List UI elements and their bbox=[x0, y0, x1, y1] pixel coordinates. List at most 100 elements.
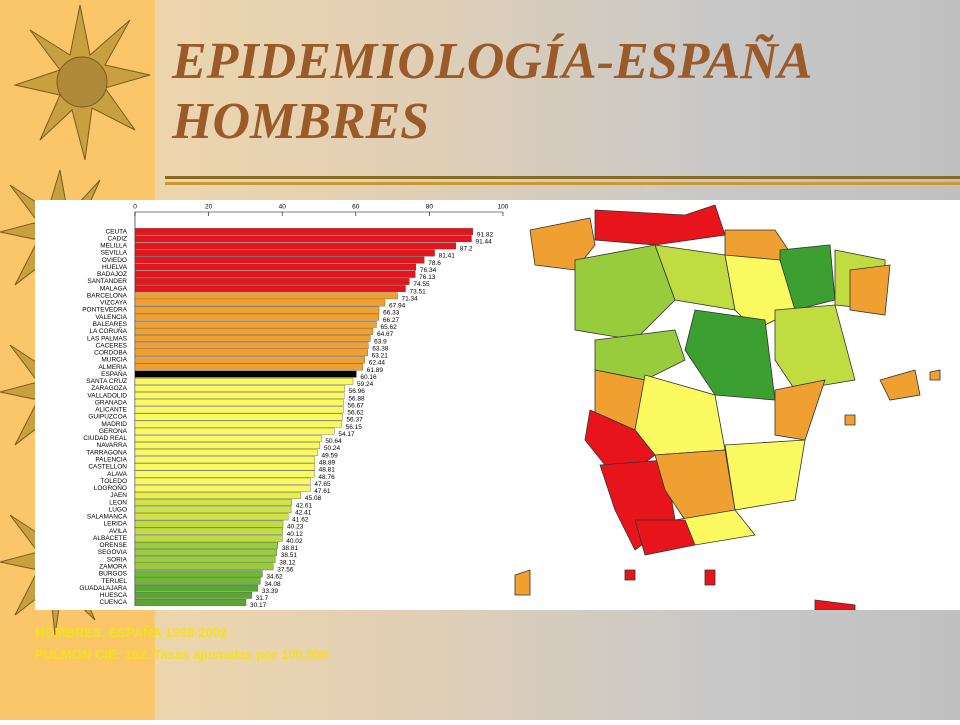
data-label: 87.2 bbox=[460, 246, 473, 253]
data-label: 74.55 bbox=[413, 281, 430, 288]
category-label: VALLADOLID bbox=[87, 392, 127, 399]
bar bbox=[134, 420, 342, 428]
category-label: LA CORUÑA bbox=[89, 326, 127, 335]
data-label: 54.17 bbox=[338, 431, 355, 438]
slide-title: EPIDEMIOLOGÍA-ESPAÑA bbox=[172, 33, 813, 90]
data-label: 61.89 bbox=[367, 367, 384, 374]
data-label: 34.08 bbox=[264, 581, 281, 588]
x-tick-label: 0 bbox=[133, 204, 137, 211]
footnote: HOMBRES. ESPAÑA 1998-2002 bbox=[35, 625, 228, 640]
category-label: LEON bbox=[109, 499, 127, 506]
data-label: 56.67 bbox=[348, 402, 365, 409]
category-label: TERUEL bbox=[101, 578, 127, 585]
category-label: LOGROÑO bbox=[94, 483, 127, 492]
category-label: CIUDAD REAL bbox=[83, 435, 127, 442]
data-label: 76.34 bbox=[420, 267, 437, 274]
data-label: 47.65 bbox=[314, 481, 331, 488]
bar bbox=[134, 328, 374, 335]
bar bbox=[134, 435, 322, 442]
bar bbox=[134, 570, 263, 578]
bar bbox=[134, 499, 292, 506]
bar bbox=[134, 449, 318, 457]
category-label: PONTEVEDRA bbox=[82, 307, 127, 314]
category-label: MALAGA bbox=[100, 285, 128, 292]
data-label: 64.67 bbox=[377, 331, 394, 338]
category-label: TARRAGONA bbox=[86, 449, 127, 456]
category-label: GRANADA bbox=[95, 399, 128, 406]
data-label: 63.38 bbox=[372, 345, 389, 352]
category-label: ALBACETE bbox=[93, 535, 128, 542]
bar bbox=[134, 228, 474, 235]
x-tick-label: 40 bbox=[279, 204, 287, 211]
category-label: SEGOVIA bbox=[98, 549, 128, 556]
data-label: 67.94 bbox=[389, 303, 406, 310]
bar bbox=[134, 249, 435, 257]
bar bbox=[134, 335, 371, 342]
category-label: MURCIA bbox=[101, 357, 127, 364]
category-label: BADAJOZ bbox=[97, 271, 127, 278]
bar bbox=[134, 470, 315, 478]
category-label: LUGO bbox=[109, 506, 127, 513]
x-tick-label: 20 bbox=[205, 204, 213, 211]
bar bbox=[134, 385, 345, 392]
data-label: 48.76 bbox=[318, 474, 335, 481]
data-label: 91.82 bbox=[477, 231, 494, 238]
category-label: BARCELONA bbox=[87, 292, 128, 299]
data-label: 56.88 bbox=[348, 395, 365, 402]
slide-title: HOMBRES bbox=[172, 93, 430, 150]
data-label: 42.41 bbox=[295, 509, 312, 516]
data-label: 48.89 bbox=[319, 460, 336, 467]
bar bbox=[134, 520, 284, 528]
category-label: ALAVA bbox=[107, 471, 128, 478]
bar bbox=[134, 349, 368, 357]
category-label: CADIZ bbox=[108, 235, 128, 242]
category-label: BALEARES bbox=[93, 321, 128, 328]
category-label: MADRID bbox=[101, 421, 127, 428]
category-label: ALMERIA bbox=[98, 364, 127, 371]
category-label: CEUTA bbox=[105, 228, 127, 235]
x-tick-label: 100 bbox=[498, 204, 509, 211]
bar bbox=[134, 356, 365, 364]
data-label: 56.96 bbox=[349, 388, 366, 395]
category-label: SANTA CRUZ bbox=[86, 378, 127, 385]
bar bbox=[134, 527, 283, 535]
bar bbox=[134, 392, 345, 399]
category-label: SEVILLA bbox=[101, 250, 128, 257]
bar bbox=[134, 591, 252, 599]
data-label: 56.62 bbox=[347, 410, 364, 417]
category-label: MELILLA bbox=[100, 243, 127, 250]
category-label: GUIPUZCOA bbox=[88, 414, 127, 421]
bar bbox=[134, 427, 335, 435]
category-label: SANTANDER bbox=[87, 278, 127, 285]
bar bbox=[134, 377, 354, 385]
data-label: 49.59 bbox=[321, 452, 338, 459]
category-label: ZAMORA bbox=[99, 563, 127, 570]
category-label: GUADALAJARA bbox=[79, 585, 127, 592]
data-label: 38.51 bbox=[281, 552, 298, 559]
data-label: 76.13 bbox=[419, 274, 436, 281]
bar bbox=[134, 263, 417, 271]
data-label: 73.51 bbox=[410, 288, 427, 295]
bar bbox=[134, 506, 292, 514]
bar bbox=[134, 442, 321, 449]
data-label: 56.37 bbox=[346, 417, 363, 424]
data-label: 59.24 bbox=[357, 381, 374, 388]
data-label: 38.81 bbox=[282, 545, 299, 552]
x-tick-label: 60 bbox=[352, 204, 360, 211]
data-label: 81.41 bbox=[439, 253, 456, 260]
bar bbox=[134, 320, 377, 328]
data-label: 40.02 bbox=[286, 538, 303, 545]
bar bbox=[134, 399, 344, 407]
bar bbox=[134, 477, 311, 485]
bar bbox=[134, 235, 472, 243]
data-label: 91.44 bbox=[475, 238, 492, 245]
title-rule bbox=[165, 176, 960, 185]
x-tick-label: 80 bbox=[426, 204, 434, 211]
data-label: 66.27 bbox=[383, 317, 400, 324]
data-label: 66.33 bbox=[383, 310, 400, 317]
data-label: 34.62 bbox=[266, 574, 283, 581]
bar bbox=[134, 370, 357, 378]
bar bbox=[134, 549, 277, 556]
data-label: 78.6 bbox=[428, 260, 441, 267]
category-label: SORIA bbox=[107, 556, 128, 563]
